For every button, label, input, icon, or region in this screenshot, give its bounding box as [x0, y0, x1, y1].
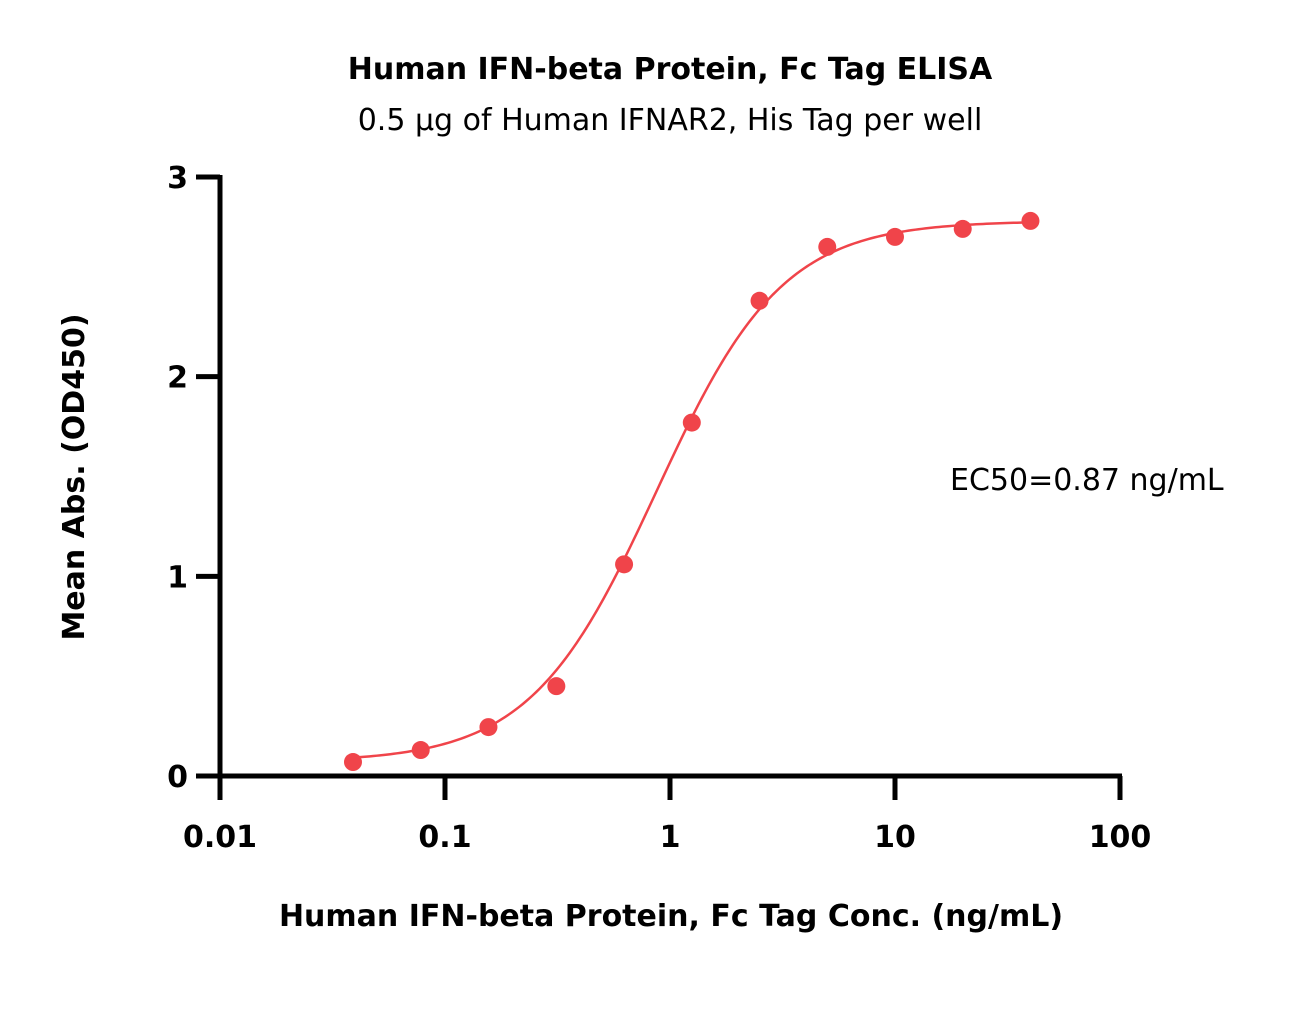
- y-ticks: 0 1 2 3: [167, 161, 220, 795]
- x-ticks: 0.01 0.1 1 10 100: [183, 776, 1151, 855]
- data-point: [411, 741, 430, 760]
- y-tick-label: 1: [167, 560, 188, 595]
- x-tick-label: 10: [874, 820, 916, 855]
- data-point: [886, 227, 904, 246]
- chart-title: Human IFN-beta Protein, Fc Tag ELISA: [348, 52, 993, 87]
- data-point: [343, 753, 362, 772]
- x-tick-label: 0.01: [183, 820, 257, 855]
- x-tick-label: 100: [1089, 820, 1152, 855]
- x-axis-label: Human IFN-beta Protein, Fc Tag Conc. (ng…: [279, 899, 1063, 934]
- y-tick-label: 0: [167, 760, 188, 795]
- data-points: [343, 211, 1040, 772]
- fit-curve: [352, 221, 1031, 759]
- data-point: [479, 718, 498, 737]
- data-point: [1021, 211, 1040, 230]
- y-tick-label: 3: [167, 161, 188, 196]
- x-axis: 0.01 0.1 1 10 100: [183, 773, 1151, 855]
- data-point: [818, 237, 837, 256]
- x-tick-label: 1: [660, 820, 681, 855]
- x-tick-label: 0.1: [418, 820, 471, 855]
- y-tick-label: 2: [167, 361, 188, 396]
- data-point: [953, 219, 972, 238]
- data-point: [682, 413, 701, 432]
- data-point: [750, 291, 769, 310]
- data-point: [547, 677, 566, 696]
- ec50-annotation: EC50=0.87 ng/mL: [950, 463, 1224, 498]
- y-axis: 0 1 2 3: [167, 161, 223, 795]
- data-point: [615, 555, 634, 574]
- chart-subtitle: 0.5 µg of Human IFNAR2, His Tag per well: [358, 103, 983, 138]
- y-axis-label: Mean Abs. (OD450): [57, 313, 92, 640]
